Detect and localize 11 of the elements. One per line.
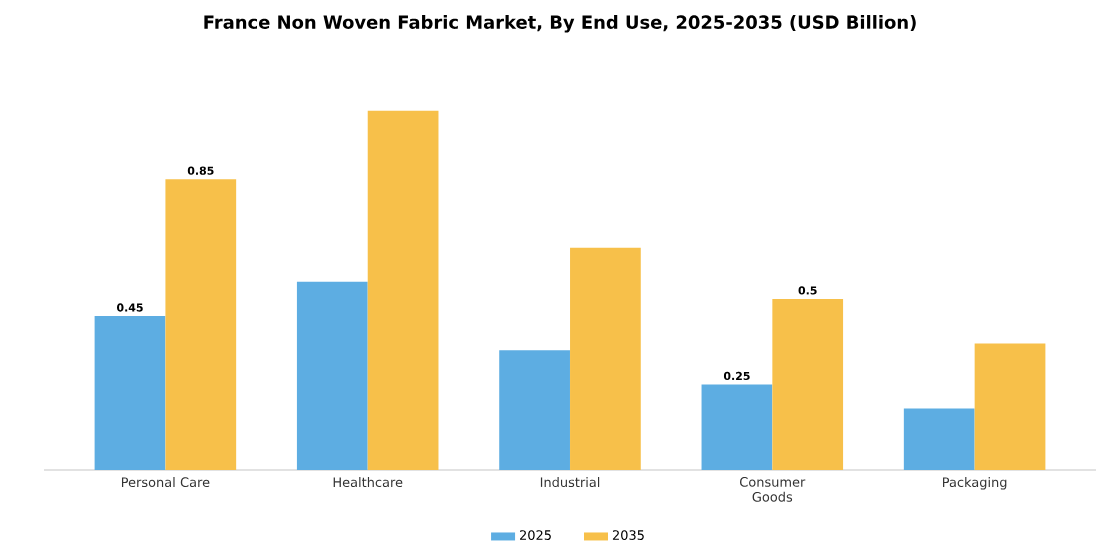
bar <box>165 179 237 470</box>
bar <box>499 350 570 470</box>
bar <box>974 343 1046 470</box>
bar <box>701 384 773 470</box>
bar <box>903 408 975 470</box>
bar <box>772 298 844 470</box>
chart-title: France Non Woven Fabric Market, By End Use, 2025-2035 (USD Billion) <box>204 15 916 33</box>
bar <box>570 247 641 470</box>
bar <box>367 110 439 470</box>
bar <box>94 316 166 470</box>
bar <box>296 281 368 470</box>
